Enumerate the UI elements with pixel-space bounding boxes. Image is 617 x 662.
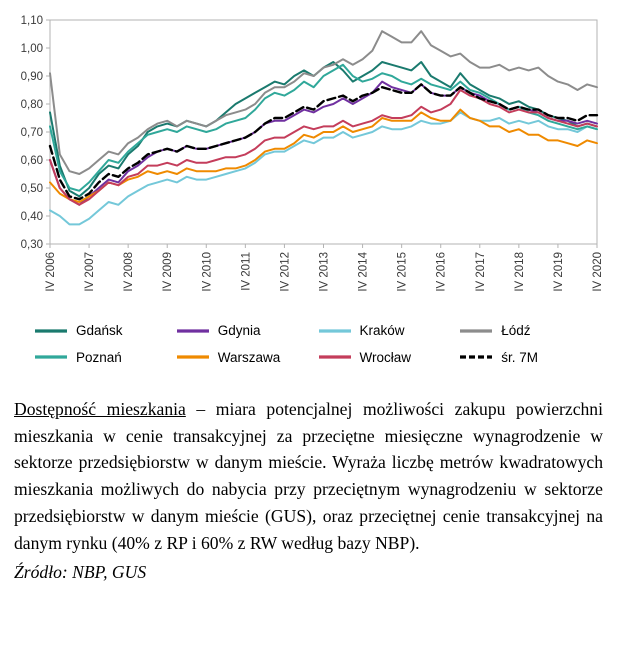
svg-text:IV 2008: IV 2008 [123,252,135,292]
legend-label: Łódź [501,323,531,338]
svg-text:IV 2006: IV 2006 [45,252,57,292]
legend-label: Kraków [359,323,405,338]
svg-text:IV 2016: IV 2016 [436,252,448,292]
svg-text:IV 2013: IV 2013 [319,252,331,292]
legend-label: Gdynia [217,323,261,338]
svg-text:IV 2012: IV 2012 [279,252,291,292]
description-term: Dostępność mieszkania [14,399,186,419]
svg-text:IV 2009: IV 2009 [162,252,174,292]
description-paragraph: Dostępność mieszkania – miara potencjaln… [14,396,603,556]
chart-legend: Gdańsk Gdynia Kraków Łódź Poznań Warszawa Wroc… [8,318,609,372]
legend-label: Warszawa [217,349,281,365]
svg-text:IV 2011: IV 2011 [240,252,252,291]
description-body: – miara potencjalnej możliwości zakupu p… [14,399,603,553]
x-axis: IV 2006 IV 2007 IV 2008 IV 2009 IV 2010 IV 20… [45,244,604,292]
svg-text:IV 2014: IV 2014 [358,251,370,291]
svg-text:0,30: 0,30 [21,239,43,251]
series-line-4 [49,30,598,175]
legend-item-1: Gdańsk [34,324,174,338]
svg-text:0,80: 0,80 [21,99,43,111]
legend-item-5: Poznań [34,349,174,365]
svg-text:IV 2010: IV 2010 [201,252,213,292]
svg-text:1,10: 1,10 [21,15,43,27]
legend-line-swatch-icon [460,355,493,359]
affordability-chart-figure: 0,30 0,40 0,50 0,60 0,70 0,80 0,90 1,00 1,10 IV 2… [8,6,609,372]
legend-item-4: Łódź [459,324,599,338]
svg-text:IV 2018: IV 2018 [514,252,526,292]
series-lines [48,30,599,226]
source-line: Źródło: NBP, GUS [14,562,147,583]
svg-text:0,40: 0,40 [21,211,43,223]
legend-label: Gdańsk [76,323,123,338]
svg-text:IV 2007: IV 2007 [84,252,96,292]
y-axis: 0,30 0,40 0,50 0,60 0,70 0,80 0,90 1,00 1,10 [21,15,50,251]
legend-label: śr. 7M [501,349,539,365]
legend-item-8: śr. 7M [459,349,599,365]
legend-line-swatch-icon [35,355,67,359]
legend-line-swatch-icon [176,355,209,359]
legend-label: Wrocław [359,349,412,365]
legend-label: Poznań [76,349,122,365]
legend-item-2: Gdynia [176,324,316,338]
svg-text:IV 2015: IV 2015 [397,252,409,292]
legend-line-swatch-icon [460,329,493,333]
chart-description: Dostępność mieszkania – miara potencjaln… [8,372,609,586]
line-chart: 0,30 0,40 0,50 0,60 0,70 0,80 0,90 1,00 1,10 IV 2… [21,15,604,292]
legend-line-swatch-icon [318,329,351,333]
svg-text:IV 2020: IV 2020 [592,252,604,292]
svg-text:IV 2017: IV 2017 [475,252,487,292]
svg-text:0,60: 0,60 [21,155,43,167]
svg-text:IV 2019: IV 2019 [553,252,565,292]
svg-text:1,00: 1,00 [21,43,43,55]
legend-line-swatch-icon [176,329,209,333]
series-line-3 [49,111,598,226]
series-line-6 [49,108,598,203]
legend-item-6: Warszawa [176,349,316,365]
legend-line-swatch-icon [318,355,351,359]
legend-item-7: Wrocław [318,349,458,365]
svg-text:0,90: 0,90 [21,71,43,83]
svg-text:0,50: 0,50 [21,183,43,195]
legend-line-swatch-icon [35,329,67,333]
svg-text:0,70: 0,70 [21,127,43,139]
series-line-8 [48,83,599,201]
series-line-7 [49,89,598,206]
legend-item-3: Kraków [318,324,458,338]
